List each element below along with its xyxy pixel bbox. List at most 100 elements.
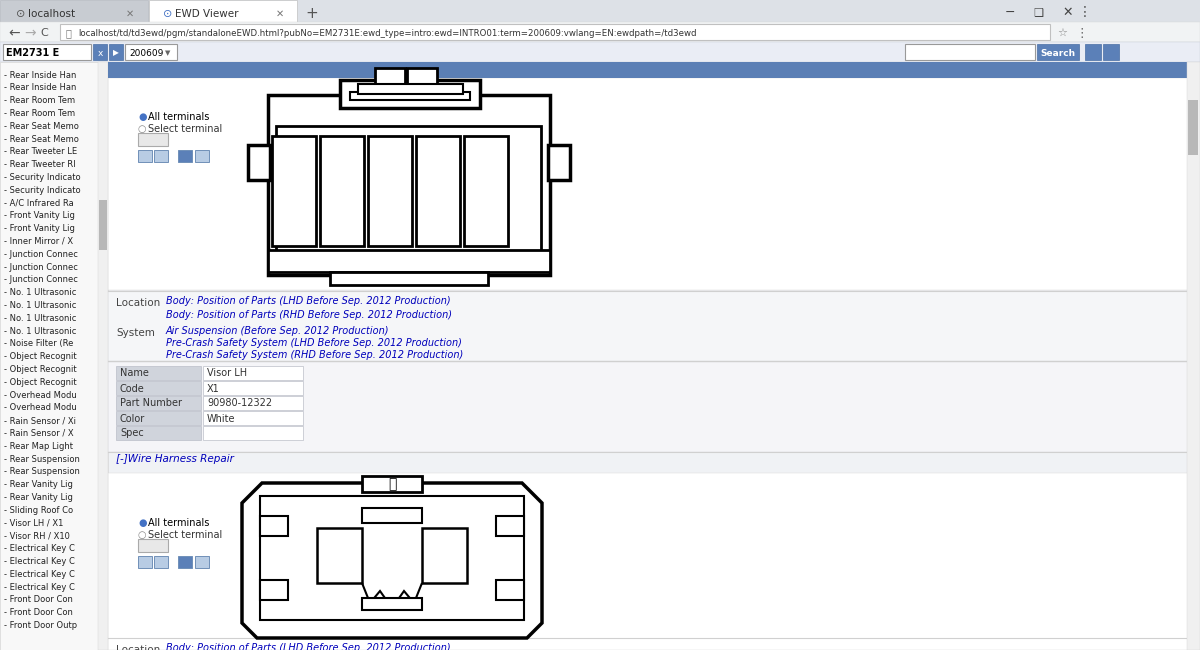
- Text: - Rain Sensor / X: - Rain Sensor / X: [4, 429, 73, 438]
- Text: ▼: ▼: [166, 50, 170, 56]
- Bar: [109, 44, 124, 60]
- Text: ⊙: ⊙: [163, 9, 173, 19]
- Bar: [0, 42, 1200, 62]
- Bar: [108, 62, 1200, 78]
- Text: - Junction Connec: - Junction Connec: [4, 276, 78, 284]
- Bar: [2, 44, 91, 60]
- Text: show: show: [142, 541, 164, 551]
- Bar: [98, 200, 107, 250]
- Text: EM2731 E: EM2731 E: [6, 48, 59, 58]
- Bar: [268, 95, 550, 275]
- Bar: [125, 44, 178, 60]
- Bar: [203, 381, 302, 395]
- Text: localhost/td/td3ewd/pgm/standaloneEWD.html?pubNo=EM2731E:ewd_type=intro:ewd=INTR: localhost/td/td3ewd/pgm/standaloneEWD.ht…: [78, 29, 696, 38]
- Bar: [260, 496, 524, 620]
- Text: localhost: localhost: [28, 9, 76, 19]
- Bar: [98, 62, 108, 650]
- Bar: [138, 556, 152, 568]
- Text: - Electrical Key C: - Electrical Key C: [4, 582, 74, 592]
- Bar: [138, 133, 168, 146]
- Polygon shape: [242, 483, 542, 638]
- Bar: [0, 0, 1200, 22]
- Bar: [60, 24, 1050, 40]
- Text: - Overhead Modu: - Overhead Modu: [4, 391, 77, 400]
- Text: - Rear Inside Han: - Rear Inside Han: [4, 83, 77, 92]
- Text: Location: Location: [116, 645, 161, 650]
- Bar: [178, 150, 192, 162]
- Text: - Rear Vanity Lig: - Rear Vanity Lig: [4, 480, 73, 489]
- Bar: [1188, 100, 1198, 155]
- Text: 200609: 200609: [130, 49, 163, 57]
- Text: - Front Door Con: - Front Door Con: [4, 608, 73, 617]
- Text: Select terminal: Select terminal: [148, 124, 222, 134]
- Text: 1: 1: [439, 547, 450, 564]
- Text: X1: X1: [208, 384, 220, 393]
- Text: →: →: [24, 26, 36, 40]
- Text: −: −: [1004, 5, 1015, 18]
- Bar: [178, 556, 192, 568]
- Text: ⋮: ⋮: [1075, 27, 1087, 40]
- Bar: [154, 556, 168, 568]
- Text: - Front Vanity Lig: - Front Vanity Lig: [4, 224, 74, 233]
- Text: ✕: ✕: [1063, 5, 1073, 18]
- Bar: [407, 68, 437, 84]
- Bar: [138, 150, 152, 162]
- Bar: [248, 145, 270, 180]
- Text: - Rear Tweeter RI: - Rear Tweeter RI: [4, 160, 76, 169]
- Text: - Sliding Roof Co: - Sliding Roof Co: [4, 506, 73, 515]
- Text: - Object Recognit: - Object Recognit: [4, 378, 77, 387]
- Bar: [276, 126, 541, 258]
- Text: - Rear Seat Memo: - Rear Seat Memo: [4, 122, 79, 131]
- Text: ●: ●: [138, 518, 146, 528]
- Bar: [422, 528, 467, 583]
- Text: Body: Position of Parts (LHD Before Sep. 2012 Production): Body: Position of Parts (LHD Before Sep.…: [166, 296, 451, 306]
- Text: - Security Indicato: - Security Indicato: [4, 173, 80, 182]
- Text: - No. 1 Ultrasonic: - No. 1 Ultrasonic: [4, 326, 77, 335]
- Bar: [416, 136, 460, 246]
- Bar: [268, 250, 550, 272]
- Text: All terminals: All terminals: [148, 518, 209, 528]
- Text: - Object Recognit: - Object Recognit: [4, 352, 77, 361]
- Text: - No. 1 Ultrasonic: - No. 1 Ultrasonic: [4, 288, 77, 297]
- Bar: [108, 473, 1200, 650]
- Bar: [358, 84, 463, 94]
- Text: System: System: [116, 328, 155, 338]
- Text: ⌣: ⌣: [388, 477, 396, 491]
- Text: 4: 4: [431, 181, 445, 201]
- Text: ●: ●: [138, 112, 146, 122]
- Text: - Rear Room Tem: - Rear Room Tem: [4, 109, 76, 118]
- Text: - Electrical Key C: - Electrical Key C: [4, 569, 74, 578]
- Bar: [340, 80, 480, 108]
- Bar: [0, 62, 108, 650]
- Bar: [203, 396, 302, 410]
- Text: ✕: ✕: [276, 9, 284, 19]
- Text: 2: 2: [335, 181, 349, 201]
- Text: - Rear Suspension: - Rear Suspension: [4, 454, 80, 463]
- Text: - No. 1 Ultrasonic: - No. 1 Ultrasonic: [4, 301, 77, 310]
- Text: Spec: Spec: [120, 428, 144, 439]
- Bar: [260, 580, 288, 600]
- Text: ▶: ▶: [113, 49, 119, 57]
- Bar: [496, 516, 524, 536]
- Text: - No. 1 Ultrasonic: - No. 1 Ultrasonic: [4, 314, 77, 322]
- Bar: [138, 539, 168, 552]
- Bar: [1103, 44, 1120, 60]
- Bar: [1085, 44, 1102, 60]
- Text: - Rear Map Light: - Rear Map Light: [4, 442, 73, 450]
- Bar: [149, 0, 298, 22]
- Text: Location: Location: [116, 298, 161, 308]
- Text: - Electrical Key C: - Electrical Key C: [4, 557, 74, 566]
- Text: - Visor LH / X1: - Visor LH / X1: [4, 519, 64, 528]
- Text: - Noise Filter (Re: - Noise Filter (Re: [4, 339, 73, 348]
- Text: ☆: ☆: [1057, 28, 1067, 38]
- Bar: [362, 508, 422, 523]
- Text: ⓘ: ⓘ: [66, 28, 72, 38]
- Text: - Junction Connec: - Junction Connec: [4, 263, 78, 272]
- Bar: [496, 580, 524, 600]
- Bar: [368, 136, 412, 246]
- Bar: [108, 78, 1200, 290]
- Bar: [260, 516, 288, 536]
- Polygon shape: [330, 272, 488, 285]
- Text: 90980-12322: 90980-12322: [208, 398, 272, 408]
- Bar: [203, 366, 302, 380]
